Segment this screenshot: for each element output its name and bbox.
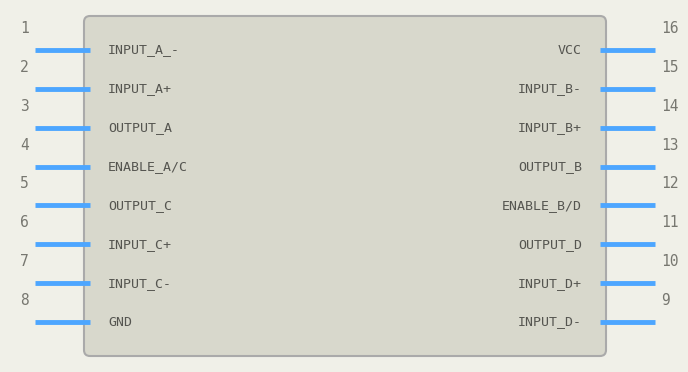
Text: 13: 13 [661,138,678,153]
Text: OUTPUT_C: OUTPUT_C [108,199,172,212]
Text: INPUT_B-: INPUT_B- [518,82,582,95]
Text: 14: 14 [661,99,678,114]
Text: GND: GND [108,315,132,328]
Text: 11: 11 [661,215,678,230]
Text: VCC: VCC [558,44,582,57]
Text: ENABLE_B/D: ENABLE_B/D [502,199,582,212]
Text: 4: 4 [20,138,29,153]
Text: 3: 3 [20,99,29,114]
FancyBboxPatch shape [84,16,606,356]
Text: 1: 1 [20,21,29,36]
Text: 9: 9 [661,293,669,308]
Text: INPUT_C-: INPUT_C- [108,277,172,290]
Text: INPUT_D-: INPUT_D- [518,315,582,328]
Text: 15: 15 [661,60,678,75]
Text: OUTPUT_A: OUTPUT_A [108,121,172,134]
Text: INPUT_A_-: INPUT_A_- [108,44,180,57]
Text: INPUT_A+: INPUT_A+ [108,82,172,95]
Text: OUTPUT_B: OUTPUT_B [518,160,582,173]
Text: 7: 7 [20,254,29,269]
Text: 8: 8 [20,293,29,308]
Text: 6: 6 [20,215,29,230]
Text: 2: 2 [20,60,29,75]
Text: INPUT_D+: INPUT_D+ [518,277,582,290]
Text: 12: 12 [661,176,678,192]
Text: INPUT_B+: INPUT_B+ [518,121,582,134]
Text: 16: 16 [661,21,678,36]
Text: ENABLE_A/C: ENABLE_A/C [108,160,188,173]
Text: 5: 5 [20,176,29,192]
Text: OUTPUT_D: OUTPUT_D [518,238,582,251]
Text: 10: 10 [661,254,678,269]
Text: INPUT_C+: INPUT_C+ [108,238,172,251]
